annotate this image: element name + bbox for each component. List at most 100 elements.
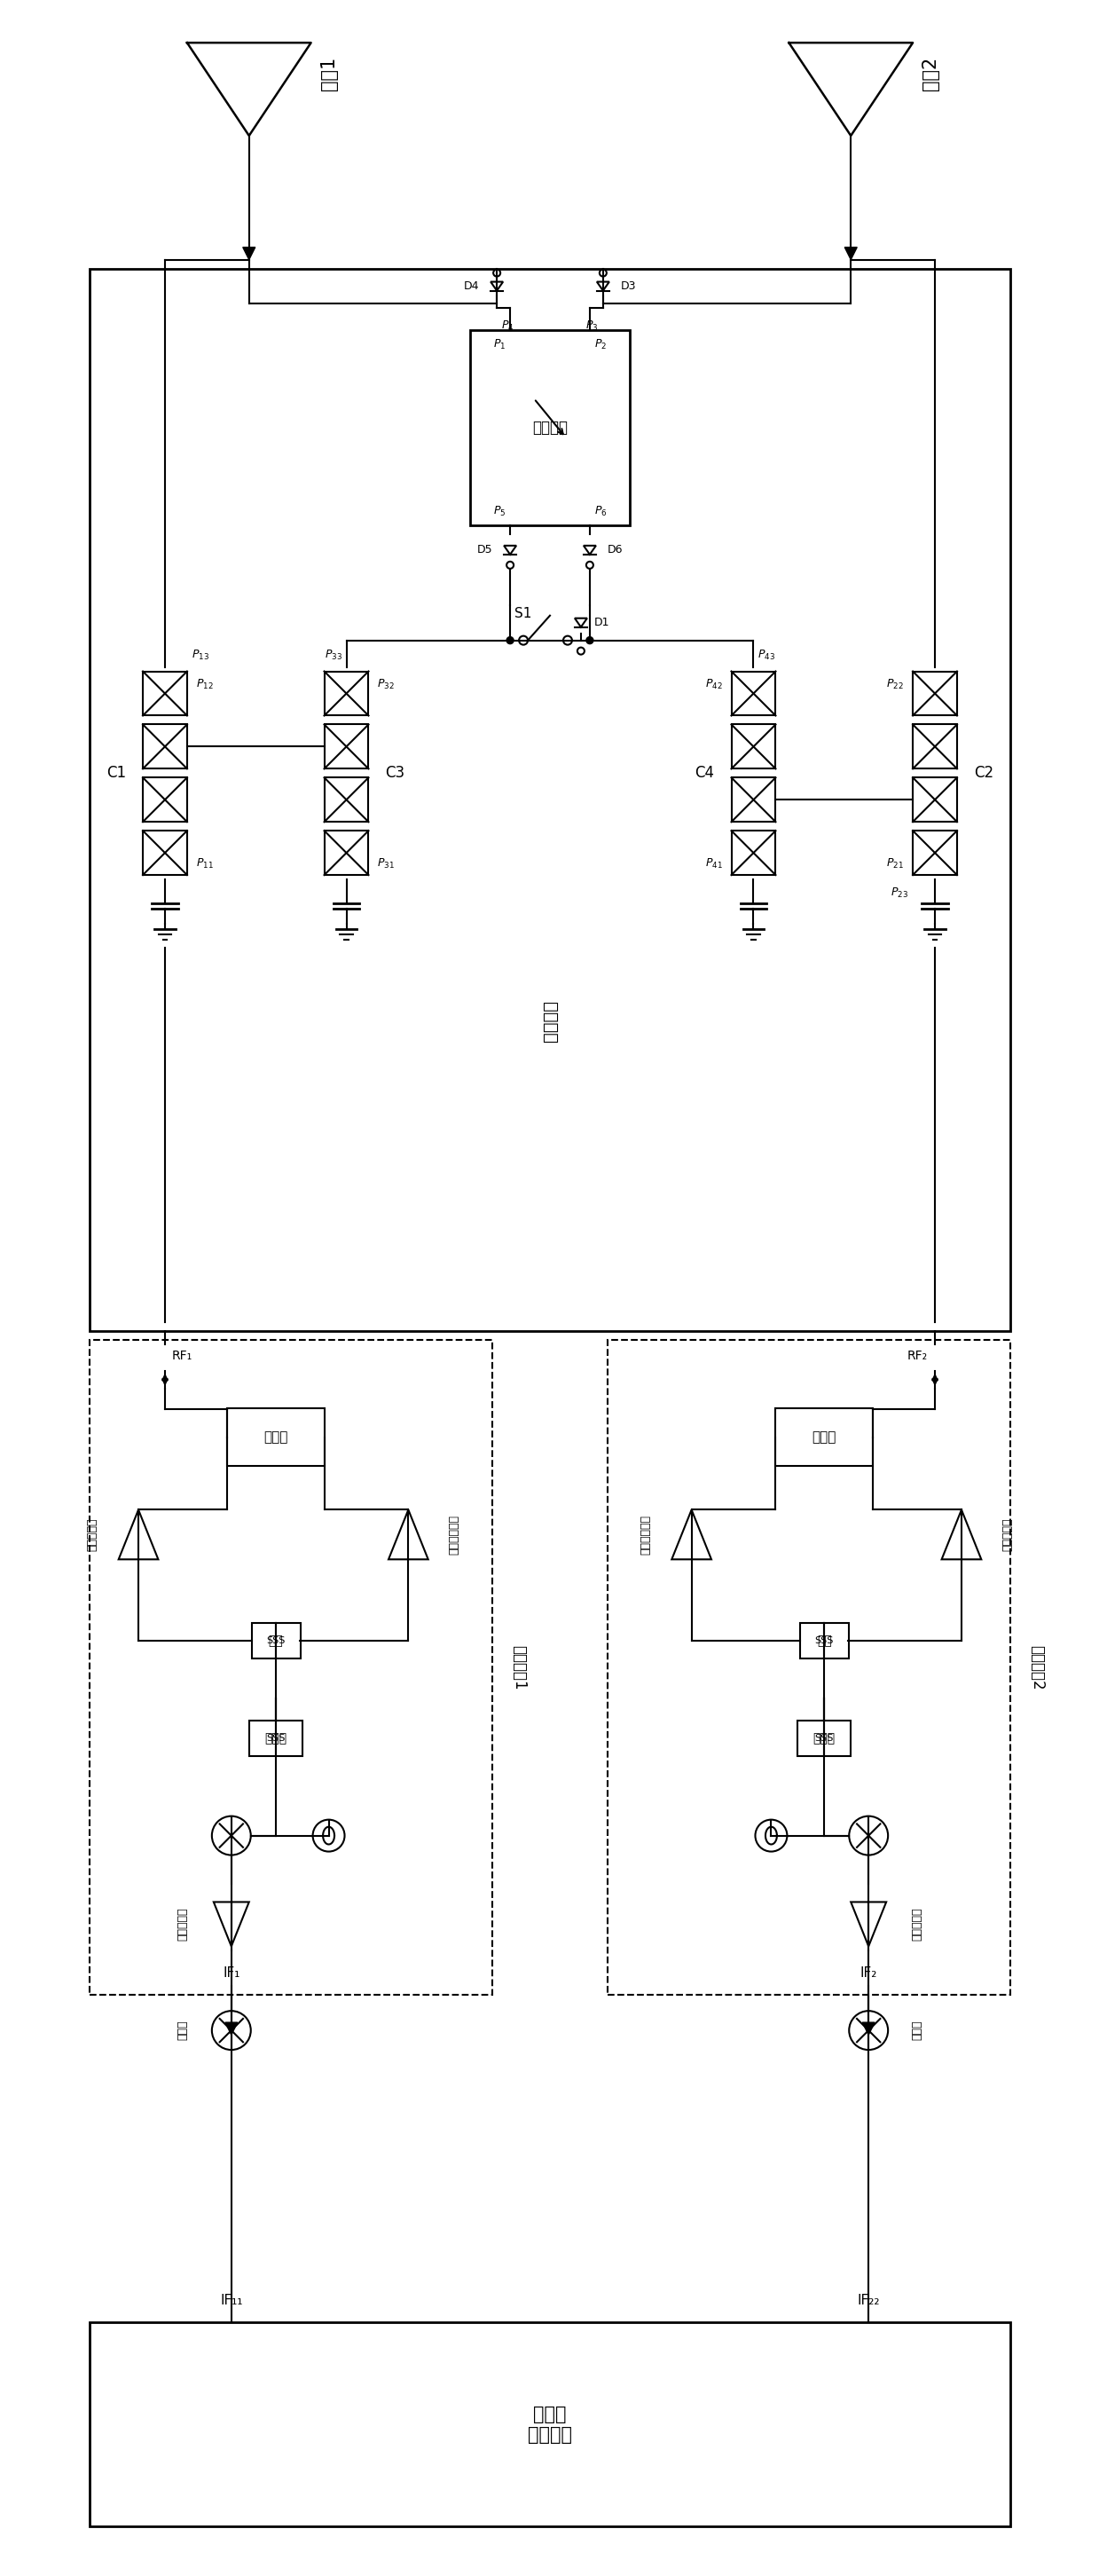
Text: $P_{11}$: $P_{11}$ xyxy=(196,858,213,871)
Polygon shape xyxy=(863,2022,875,2035)
Text: $P_{12}$: $P_{12}$ xyxy=(196,677,213,690)
Text: IF₁: IF₁ xyxy=(223,1965,240,1978)
Text: D6: D6 xyxy=(608,544,623,556)
Text: 混频器: 混频器 xyxy=(177,2020,188,2040)
Polygon shape xyxy=(389,1510,429,1558)
Polygon shape xyxy=(942,1510,981,1558)
Text: C3: C3 xyxy=(386,765,404,781)
Polygon shape xyxy=(119,1510,158,1558)
Bar xyxy=(798,1721,851,1757)
Bar xyxy=(252,1623,300,1659)
Text: SSS: SSS xyxy=(266,1636,285,1646)
Polygon shape xyxy=(575,618,587,626)
Text: 环形器: 环形器 xyxy=(264,1430,288,1443)
Text: 功率放大器: 功率放大器 xyxy=(1001,1517,1013,1551)
Text: SSS: SSS xyxy=(266,1734,285,1741)
Text: RF₂: RF₂ xyxy=(908,1350,928,1363)
Text: 滤波器: 滤波器 xyxy=(813,1731,835,1744)
Text: $P_{41}$: $P_{41}$ xyxy=(704,858,722,871)
Bar xyxy=(470,330,630,526)
Text: $P_{21}$: $P_{21}$ xyxy=(887,858,904,871)
Polygon shape xyxy=(504,546,517,554)
Text: 开关: 开关 xyxy=(268,1636,284,1646)
Circle shape xyxy=(586,636,593,644)
Text: C4: C4 xyxy=(695,765,714,781)
Bar xyxy=(776,1409,873,1466)
Text: 中频放大器: 中频放大器 xyxy=(911,1906,923,1940)
Bar xyxy=(143,829,187,876)
Bar xyxy=(731,672,776,716)
Text: $P_1$: $P_1$ xyxy=(493,337,506,350)
Polygon shape xyxy=(845,247,857,260)
Bar xyxy=(800,1623,850,1659)
Text: 功率放大器: 功率放大器 xyxy=(87,1517,98,1551)
Bar xyxy=(731,778,776,822)
Bar xyxy=(90,268,1010,1332)
Polygon shape xyxy=(213,1901,249,1947)
Text: $P_{43}$: $P_{43}$ xyxy=(758,649,776,662)
Bar xyxy=(143,724,187,768)
Text: 天线1: 天线1 xyxy=(320,57,337,90)
Text: $P_{33}$: $P_{33}$ xyxy=(324,649,342,662)
Text: D3: D3 xyxy=(621,281,636,291)
Bar xyxy=(608,1340,1010,1994)
Bar xyxy=(324,778,368,822)
Text: C1: C1 xyxy=(107,765,126,781)
Text: 滤波器: 滤波器 xyxy=(265,1731,287,1744)
Bar xyxy=(731,724,776,768)
Text: C2: C2 xyxy=(974,765,993,781)
Text: $P_3$: $P_3$ xyxy=(586,319,599,332)
Text: D1: D1 xyxy=(595,616,610,629)
Bar xyxy=(143,778,187,822)
Bar xyxy=(226,1409,324,1466)
Polygon shape xyxy=(597,281,609,291)
Polygon shape xyxy=(671,1510,711,1558)
Text: 六端口结: 六端口结 xyxy=(532,420,568,435)
Text: RF₁: RF₁ xyxy=(173,1350,192,1363)
Bar xyxy=(913,672,957,716)
Bar xyxy=(324,724,368,768)
Text: IF₂₂: IF₂₂ xyxy=(857,2293,880,2308)
Text: IF₂: IF₂ xyxy=(859,1965,877,1978)
Text: 收发通道1: 收发通道1 xyxy=(511,1646,526,1690)
Text: $P_{23}$: $P_{23}$ xyxy=(890,886,909,899)
Text: 中频放大器: 中频放大器 xyxy=(177,1906,188,1940)
Bar xyxy=(913,724,957,768)
Bar xyxy=(913,778,957,822)
Text: SSS: SSS xyxy=(814,1636,834,1646)
Polygon shape xyxy=(584,546,596,554)
Text: $P_2$: $P_2$ xyxy=(595,337,607,350)
Text: $P_6$: $P_6$ xyxy=(595,505,607,518)
Text: $P_{22}$: $P_{22}$ xyxy=(887,677,904,690)
Bar xyxy=(249,1721,302,1757)
Text: D4: D4 xyxy=(464,281,479,291)
Text: 天线2: 天线2 xyxy=(922,57,940,90)
Polygon shape xyxy=(490,281,503,291)
Bar xyxy=(90,2324,1010,2527)
Text: SSS: SSS xyxy=(814,1734,834,1741)
Polygon shape xyxy=(225,2022,237,2035)
Text: $P_{32}$: $P_{32}$ xyxy=(377,677,395,690)
Bar xyxy=(324,672,368,716)
Text: 校准网络: 校准网络 xyxy=(542,999,558,1041)
Polygon shape xyxy=(243,247,255,260)
Text: $P_{42}$: $P_{42}$ xyxy=(706,677,722,690)
Text: 开关: 开关 xyxy=(817,1636,832,1646)
Text: 多通道
信号处理: 多通道 信号处理 xyxy=(528,2406,573,2445)
Polygon shape xyxy=(851,1901,886,1947)
Circle shape xyxy=(507,636,513,644)
Text: IF₁₁: IF₁₁ xyxy=(220,2293,243,2308)
Text: 低噪声放大器: 低噪声放大器 xyxy=(640,1515,652,1553)
Text: 环形器: 环形器 xyxy=(812,1430,836,1443)
Bar xyxy=(90,1340,492,1994)
Bar xyxy=(324,829,368,876)
Polygon shape xyxy=(929,1345,941,1358)
Polygon shape xyxy=(158,1345,171,1358)
Text: 低噪声放大器: 低噪声放大器 xyxy=(448,1515,460,1553)
Text: D5: D5 xyxy=(477,544,492,556)
Text: $P_5$: $P_5$ xyxy=(493,505,506,518)
Bar xyxy=(731,829,776,876)
Text: 收发通道2: 收发通道2 xyxy=(1029,1646,1045,1690)
Text: 混频器: 混频器 xyxy=(911,2020,923,2040)
Text: $P_{13}$: $P_{13}$ xyxy=(191,649,209,662)
